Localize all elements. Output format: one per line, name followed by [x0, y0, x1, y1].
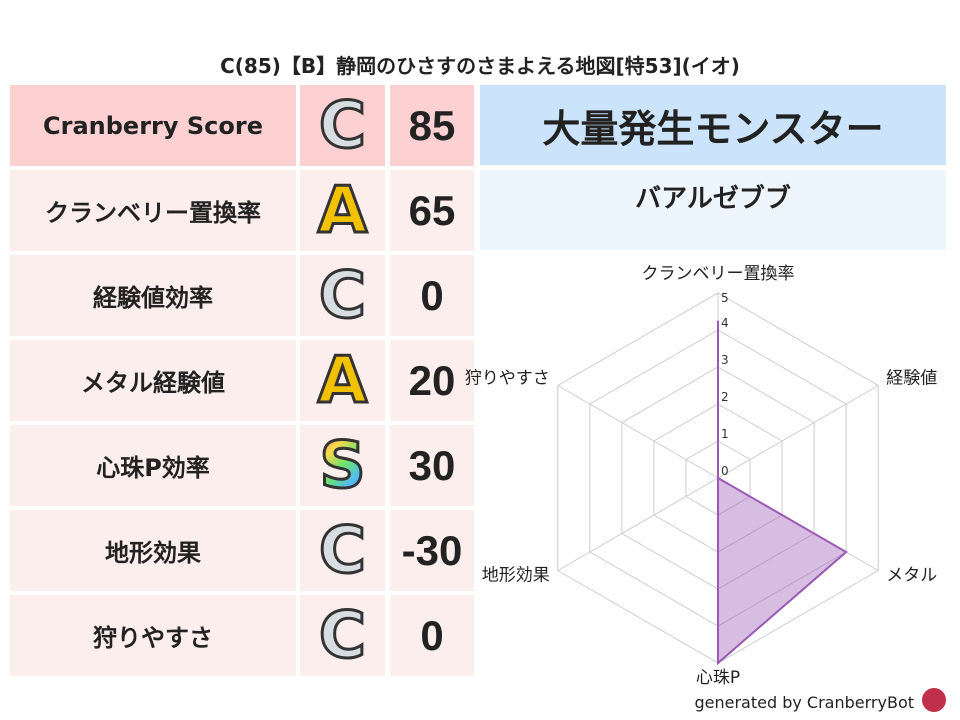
grade-letter: A [316, 343, 369, 418]
axis-label: 狩りやすさ [465, 369, 550, 389]
row-value: 65 [390, 170, 474, 251]
row-value: 0 [390, 595, 474, 676]
row-value: 20 [390, 340, 474, 421]
grade-letter: C [318, 598, 368, 673]
axis-label: 心珠P [696, 668, 740, 688]
footer-credit: generated by CranberryBot [694, 693, 914, 712]
grade-letter: C [318, 258, 368, 333]
monster-name: バアルゼブブ [480, 170, 946, 250]
tick-label: 2 [721, 390, 729, 404]
row-label: Cranberry Score [10, 85, 296, 166]
row-value: -30 [390, 510, 474, 591]
row-label: メタル経験値 [10, 340, 296, 421]
axis-label: 経験値 [886, 369, 937, 389]
grade-badge: A [300, 340, 385, 421]
grade-letter: C [318, 513, 368, 588]
row-value: 30 [390, 425, 474, 506]
axis-label: クランベリー置換率 [642, 264, 795, 284]
tick-label: 3 [721, 353, 729, 367]
row-label: クランベリー置換率 [10, 170, 296, 251]
grade-badge: C [300, 85, 385, 166]
cranberrybot-logo-icon [922, 688, 946, 712]
grade-letter: A [316, 173, 369, 248]
grade-badge: C [300, 510, 385, 591]
row-label: 地形効果 [10, 510, 296, 591]
axis-label: 地形効果 [482, 566, 550, 586]
monster-header: 大量発生モンスター [480, 85, 946, 165]
grade-badge: C [300, 595, 385, 676]
row-value: 85 [390, 85, 474, 166]
tick-label: 5 [721, 291, 729, 305]
row-label: 狩りやすさ [10, 595, 296, 676]
tick-label: 1 [721, 427, 729, 441]
row-value: 0 [390, 255, 474, 336]
grade-badge: A [300, 170, 385, 251]
page-title: C(85)【B】静岡のひさすのさまよえる地図[特53](イオ) [220, 54, 740, 78]
grid-spoke [557, 477, 719, 571]
row-label: 心珠P効率 [10, 425, 296, 506]
grade-letter: C [318, 88, 368, 163]
grade-letter: S [318, 428, 367, 503]
axis-label: メタル [886, 566, 937, 586]
grade-badge: S [300, 425, 385, 506]
series-area [717, 320, 848, 666]
grid-spoke [717, 385, 879, 479]
grade-badge: C [300, 255, 385, 336]
grid-spoke [557, 385, 719, 479]
tick-label: 0 [721, 464, 729, 478]
row-label: 経験値効率 [10, 255, 296, 336]
tick-label: 4 [721, 316, 729, 330]
